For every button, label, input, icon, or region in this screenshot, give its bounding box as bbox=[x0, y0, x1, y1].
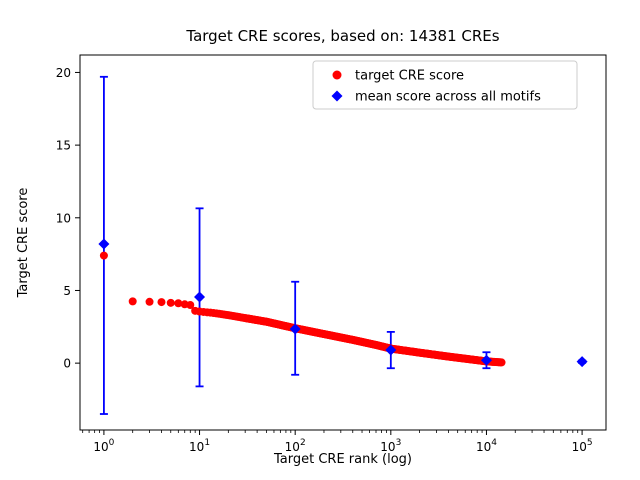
diamond-marker bbox=[385, 344, 397, 356]
mean-score-markers bbox=[98, 238, 588, 368]
y-tick-label: 5 bbox=[63, 284, 71, 298]
diamond-marker bbox=[98, 238, 110, 250]
diamond-marker bbox=[576, 356, 588, 368]
legend-label: target CRE score bbox=[355, 69, 464, 84]
y-tick-label: 10 bbox=[56, 211, 71, 225]
scatter-point bbox=[157, 298, 166, 307]
y-tick-label: 20 bbox=[56, 66, 71, 80]
scatter-point bbox=[497, 358, 506, 367]
scatter-point bbox=[166, 298, 175, 307]
y-axis-label: Target CRE score bbox=[16, 188, 31, 299]
chart-title: Target CRE scores, based on: 14381 CREs bbox=[185, 27, 499, 45]
scatter-point bbox=[186, 301, 195, 309]
scatter-point bbox=[174, 299, 183, 308]
scatter-point bbox=[145, 297, 154, 306]
diamond-marker bbox=[480, 354, 492, 366]
scatter-point bbox=[99, 251, 108, 260]
scatter-point bbox=[128, 297, 137, 306]
legend-box bbox=[312, 60, 578, 110]
legend-label: mean score across all motifs bbox=[355, 90, 541, 105]
legend-marker-diamond bbox=[331, 90, 343, 102]
diamond-marker bbox=[194, 291, 206, 303]
legend-marker-circle bbox=[332, 70, 342, 80]
y-tick-label: 15 bbox=[56, 139, 71, 153]
axes-frame bbox=[79, 54, 607, 431]
diamond-marker bbox=[289, 323, 301, 335]
x-axis-label: Target CRE rank (log) bbox=[273, 452, 412, 467]
y-tick-label: 0 bbox=[63, 357, 71, 371]
legend: target CRE score mean score across all mo… bbox=[312, 60, 578, 110]
